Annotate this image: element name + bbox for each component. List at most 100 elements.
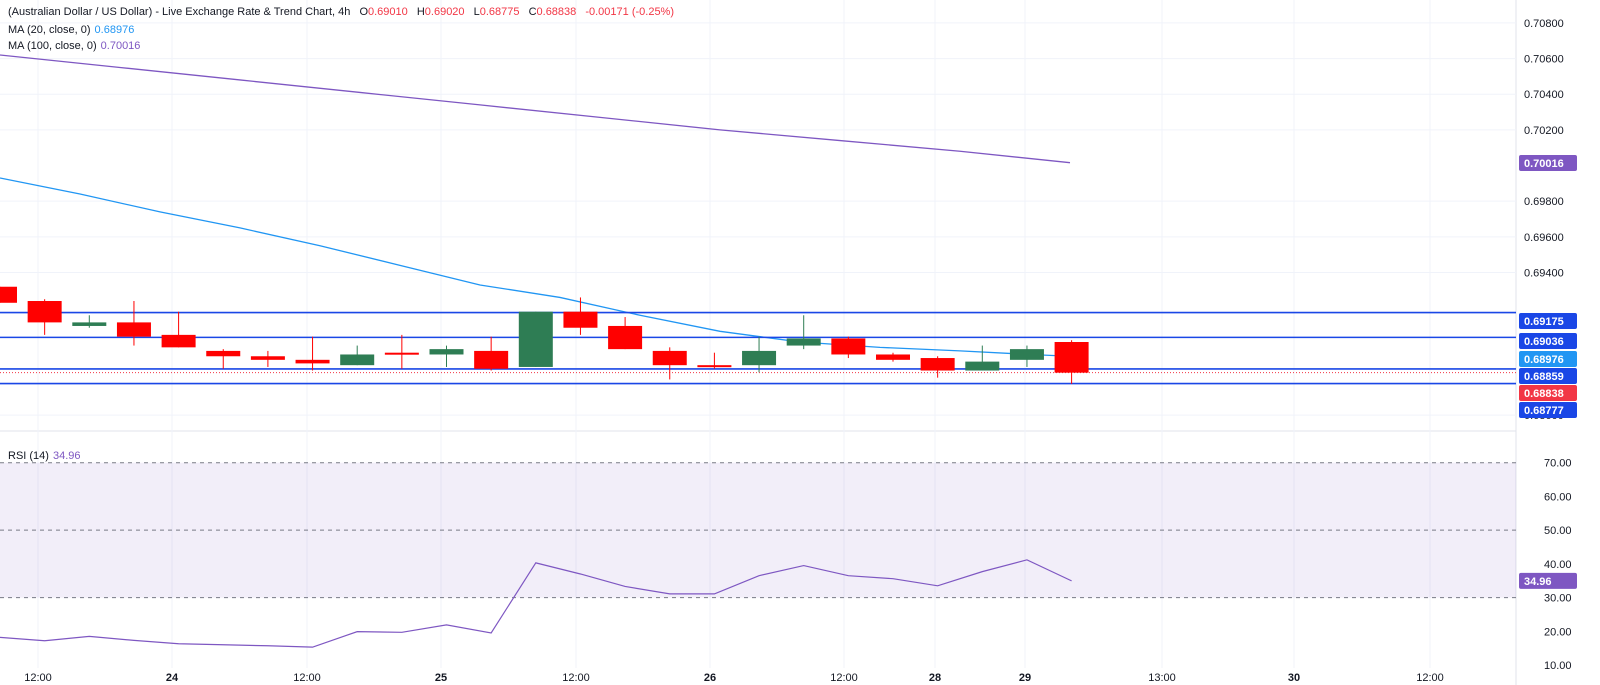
price-tag-text: 0.69036: [1524, 336, 1564, 348]
candle-body: [116, 322, 151, 337]
candle-body: [250, 356, 285, 360]
price-tag-box: [1519, 368, 1577, 384]
time-tick-label: 28: [929, 672, 941, 684]
candle: [518, 311, 553, 367]
time-tick-label: 12:00: [562, 672, 590, 684]
low-value: 0.68775: [479, 6, 520, 18]
candle: [786, 315, 821, 350]
high-value: 0.69020: [424, 6, 465, 18]
candle: [161, 311, 196, 348]
rsi-value-tag: 34.96: [1519, 572, 1577, 589]
candlestick-series: [0, 286, 1089, 384]
ma100-legend: MA (100, close, 0) 0.70016: [8, 40, 140, 52]
candle-body: [384, 352, 419, 355]
candle: [920, 356, 955, 378]
time-tick-label: 12:00: [830, 672, 858, 684]
candle: [1054, 340, 1089, 384]
rsi-label: RSI (14): [8, 450, 49, 462]
price-tick-label: 0.70800: [1524, 18, 1564, 30]
price-tag-box: [1519, 155, 1577, 171]
candle-body: [0, 286, 17, 303]
candle-body: [876, 354, 910, 360]
axes: 0.70800 0.70600 0.70400 0.70200 0.69800 0.696…: [24, 18, 1571, 684]
grid-lines: [0, 0, 1517, 685]
ma100-value: 0.70016: [100, 40, 141, 52]
ma20-legend: MA (20, close, 0) 0.68976: [8, 24, 134, 36]
price-tag: 0.69175: [1519, 313, 1577, 329]
candle: [831, 336, 866, 359]
candle-body: [563, 311, 598, 328]
price-tags: 0.70016 0.69175 0.69036 0.68976 0.68859 0.688…: [1519, 155, 1577, 589]
candle: [72, 315, 107, 328]
ma20-path: [0, 177, 1071, 357]
candle: [429, 345, 464, 367]
candle-body: [161, 334, 196, 348]
ma100-path: [0, 54, 1071, 164]
price-tick-label: 0.69600: [1524, 232, 1564, 244]
price-tag-text: 0.68976: [1524, 354, 1564, 366]
price-tag-box: [1519, 333, 1577, 349]
price-tag: 0.70016: [1519, 155, 1577, 171]
price-tick-label: 0.70400: [1524, 89, 1564, 101]
price-tick-label: 0.70600: [1524, 54, 1564, 66]
price-tag-text: 34.96: [1524, 576, 1552, 588]
candle: [876, 352, 910, 362]
candle-body: [340, 354, 375, 366]
symbol-legend: (Australian Dollar / US Dollar) - Live E…: [8, 6, 674, 18]
close-value: 0.68838: [536, 6, 577, 18]
candle-body: [652, 350, 687, 366]
candle: [27, 299, 62, 335]
ma100-line: [0, 54, 1071, 164]
time-tick-label: 24: [166, 672, 179, 684]
candle: [697, 352, 732, 369]
candle: [384, 334, 419, 369]
close-key: C: [528, 6, 537, 18]
price-tick-label: 0.69800: [1524, 196, 1564, 208]
chart-title: (Australian Dollar / US Dollar) - Live E…: [8, 6, 351, 18]
candle: [965, 345, 1000, 371]
candle: [116, 301, 151, 346]
price-tag: 0.69036: [1519, 333, 1577, 349]
candle: [1009, 345, 1044, 367]
rsi-path: [0, 559, 1072, 648]
price-tag-box: [1519, 313, 1577, 329]
low-key: L: [473, 6, 480, 18]
candle-body: [742, 350, 777, 366]
price-tag-box: [1519, 351, 1577, 367]
time-tick-label: 25: [435, 672, 447, 684]
ma20-label: MA (20, close, 0): [8, 24, 91, 36]
price-tag-box: [1519, 402, 1577, 418]
price-tag-text: 0.69175: [1524, 316, 1564, 328]
candle-body: [1054, 342, 1089, 373]
price-tag-box: [1519, 385, 1577, 401]
candle-body: [206, 350, 241, 357]
time-tick-label: 12:00: [24, 672, 52, 684]
time-tick-label: 26: [704, 672, 716, 684]
time-tick-label: 12:00: [293, 672, 321, 684]
candle: [340, 345, 375, 366]
candle: [608, 317, 643, 350]
candle: [206, 349, 241, 369]
price-tick-label: 0.70200: [1524, 125, 1564, 137]
high-key: H: [416, 6, 425, 18]
rsi-tick-label: 60.00: [1544, 491, 1572, 503]
price-tag-box: [1519, 572, 1577, 589]
candle-body: [1009, 349, 1044, 360]
candle-body: [72, 322, 107, 326]
rsi-tick-label: 30.00: [1544, 593, 1572, 605]
candle: [295, 336, 330, 371]
candle-body: [27, 301, 62, 323]
rsi-legend: RSI (14) 34.96: [8, 450, 81, 462]
candle-body: [518, 311, 553, 367]
rsi-tick-label: 10.00: [1544, 660, 1572, 672]
candle: [250, 350, 285, 367]
candle: [742, 336, 777, 373]
candle-body: [295, 359, 330, 364]
horizontal-levels[interactable]: [0, 311, 1516, 385]
candle-body: [429, 349, 464, 355]
candle-body: [786, 338, 821, 346]
time-tick-label: 13:00: [1148, 672, 1176, 684]
rsi-line: [0, 559, 1072, 648]
ma20-value: 0.68976: [94, 24, 135, 36]
